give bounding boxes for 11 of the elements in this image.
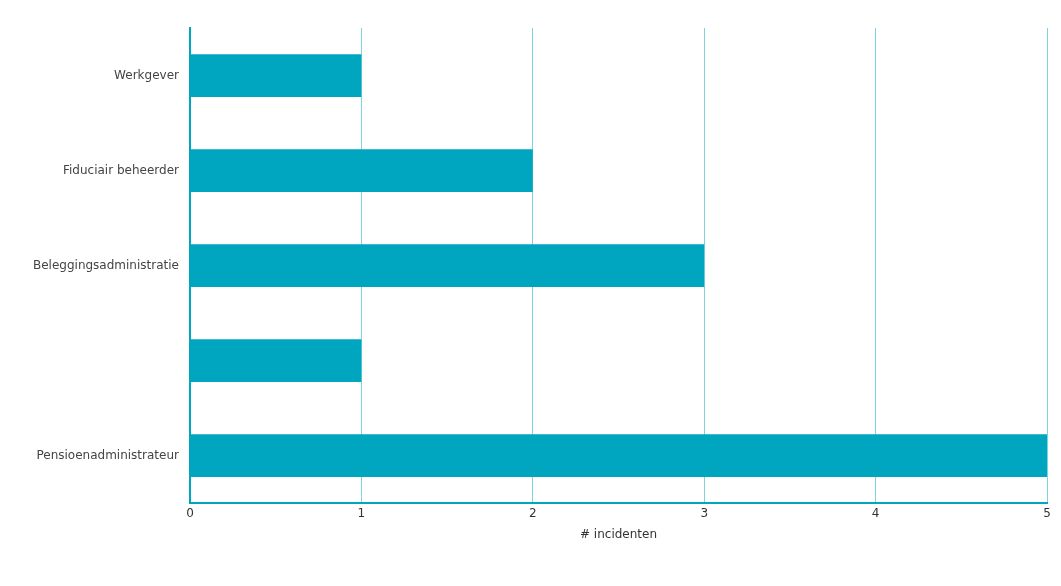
x-tick-label: 5 bbox=[1043, 505, 1051, 520]
x-tick-label: 1 bbox=[357, 505, 366, 520]
y-tick-label: Werkgever bbox=[114, 67, 180, 82]
x-tick-label: 3 bbox=[700, 505, 709, 520]
y-tick-label: Fiduciair beheerder bbox=[62, 162, 180, 177]
x-tick-label: 4 bbox=[871, 505, 880, 520]
y-tick-label: Beleggingsadministratie bbox=[32, 257, 179, 272]
y-tick-label: Pensioenadministrateur bbox=[36, 447, 180, 462]
x-tick-label: 2 bbox=[528, 505, 537, 520]
x-axis-title: # incidenten bbox=[579, 526, 658, 541]
x-tick-label: 0 bbox=[186, 505, 194, 520]
